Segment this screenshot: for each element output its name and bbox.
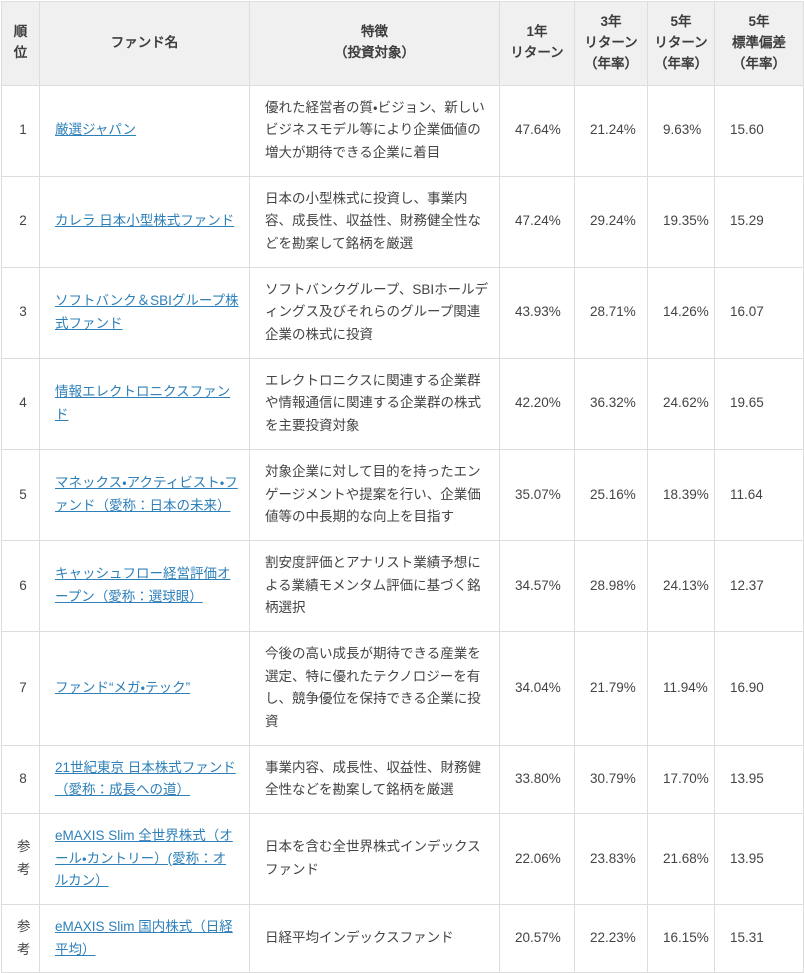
stddev-5y-cell: 13.95	[714, 744, 804, 814]
return-5y-cell: 14.26%	[647, 266, 715, 359]
rank-cell: 5	[1, 448, 40, 541]
feature-cell: 日本の小型株式に投資し、事業内容、成長性、収益性、財務健全性などを勘案して銘柄を…	[249, 175, 500, 268]
return-1y-cell: 34.57%	[499, 539, 575, 632]
table-row: 4 情報エレクトロニクスファンド エレクトロニクスに関連する企業群や情報通信に関…	[1, 357, 804, 450]
return-5y-cell: 24.62%	[647, 357, 715, 450]
col-header-return-3y: 3年 リターン （年率）	[574, 1, 648, 86]
rank-cell: 2	[1, 175, 40, 268]
fund-link[interactable]: キャッシュフロー経営評価オープン（愛称：選球眼）	[55, 566, 231, 604]
fund-link[interactable]: マネックス・アクティビスト・ファンド（愛称：日本の未来）	[55, 475, 238, 513]
return-3y-cell: 36.32%	[574, 357, 648, 450]
rank-cell: 3	[1, 266, 40, 359]
fund-link[interactable]: ファンド“メガ・テック”	[55, 679, 191, 695]
table-row: 参考 eMAXIS Slim 全世界株式（オール・カントリー）(愛称：オルカン）…	[1, 812, 804, 905]
return-3y-cell: 28.71%	[574, 266, 648, 359]
rank-cell: 7	[1, 630, 40, 746]
return-3y-cell: 30.79%	[574, 744, 648, 814]
table-row: 5 マネックス・アクティビスト・ファンド（愛称：日本の未来） 対象企業に対して目…	[1, 448, 804, 541]
feature-cell: ソフトバンクグループ、SBIホールディングス及びそれらのグループ関連企業の株式に…	[249, 266, 500, 359]
stddev-5y-cell: 15.60	[714, 84, 804, 177]
return-5y-cell: 21.68%	[647, 812, 715, 905]
return-1y-cell: 35.07%	[499, 448, 575, 541]
table-row: 6 キャッシュフロー経営評価オープン（愛称：選球眼） 割安度評価とアナリスト業績…	[1, 539, 804, 632]
feature-cell: 割安度評価とアナリスト業績予想による業績モメンタム評価に基づく銘柄選択	[249, 539, 500, 632]
return-5y-cell: 18.39%	[647, 448, 715, 541]
rank-cell: 参考	[1, 812, 40, 905]
feature-cell: 対象企業に対して目的を持ったエンゲージメントや提案を行い、企業価値等の中長期的な…	[249, 448, 500, 541]
feature-cell: 事業内容、成長性、収益性、財務健全性などを勘案して銘柄を厳選	[249, 744, 500, 814]
col-header-fund-name: ファンド名	[39, 1, 250, 86]
fund-link[interactable]: eMAXIS Slim 国内株式（日経平均）	[55, 918, 233, 957]
return-1y-cell: 34.04%	[499, 630, 575, 746]
fund-name-cell: マネックス・アクティビスト・ファンド（愛称：日本の未来）	[39, 448, 250, 541]
return-3y-cell: 29.24%	[574, 175, 648, 268]
rank-cell: 6	[1, 539, 40, 632]
col-header-return-5y: 5年 リターン （年率）	[647, 1, 715, 86]
return-3y-cell: 28.98%	[574, 539, 648, 632]
fund-link[interactable]: 21世紀東京 日本株式ファンド（愛称：成長への道）	[55, 759, 236, 798]
fund-name-cell: 21世紀東京 日本株式ファンド（愛称：成長への道）	[39, 744, 250, 814]
feature-cell: エレクトロニクスに関連する企業群や情報通信に関連する企業群の株式を主要投資対象	[249, 357, 500, 450]
return-1y-cell: 33.80%	[499, 744, 575, 814]
col-header-rank: 順 位	[1, 1, 40, 86]
fund-link[interactable]: 厳選ジャパン	[55, 122, 136, 138]
fund-name-cell: キャッシュフロー経営評価オープン（愛称：選球眼）	[39, 539, 250, 632]
return-1y-cell: 47.24%	[499, 175, 575, 268]
table-row: 7 ファンド“メガ・テック” 今後の高い成長が期待できる産業を選定、特に優れたテ…	[1, 630, 804, 746]
return-5y-cell: 24.13%	[647, 539, 715, 632]
fund-name-cell: 厳選ジャパン	[39, 84, 250, 177]
stddev-5y-cell: 16.90	[714, 630, 804, 746]
col-header-stddev-5y: 5年 標準偏差 （年率）	[714, 1, 804, 86]
feature-cell: 優れた経営者の質・ビジョン、新しいビジネスモデル等により企業価値の増大が期待でき…	[249, 84, 500, 177]
return-5y-cell: 9.63%	[647, 84, 715, 177]
return-3y-cell: 23.83%	[574, 812, 648, 905]
rank-cell: 4	[1, 357, 40, 450]
fund-name-cell: eMAXIS Slim 全世界株式（オール・カントリー）(愛称：オルカン）	[39, 812, 250, 905]
feature-cell: 日本を含む全世界株式インデックスファンド	[249, 812, 500, 905]
fund-name-cell: ソフトバンク＆SBIグループ株式ファンド	[39, 266, 250, 359]
fund-link[interactable]: eMAXIS Slim 全世界株式（オール・カントリー）(愛称：オルカン）	[55, 827, 233, 889]
table-header-row: 順 位 ファンド名 特徴 （投資対象） 1年 リターン 3年 リターン （年率）…	[1, 1, 804, 86]
stddev-5y-cell: 11.64	[714, 448, 804, 541]
col-header-feature: 特徴 （投資対象）	[249, 1, 500, 86]
return-5y-cell: 11.94%	[647, 630, 715, 746]
fund-name-cell: カレラ 日本小型株式ファンド	[39, 175, 250, 268]
stddev-5y-cell: 19.65	[714, 357, 804, 450]
rank-cell: 1	[1, 84, 40, 177]
table-row: 3 ソフトバンク＆SBIグループ株式ファンド ソフトバンクグループ、SBIホール…	[1, 266, 804, 359]
feature-cell: 今後の高い成長が期待できる産業を選定、特に優れたテクノロジーを有し、競争優位を保…	[249, 630, 500, 746]
fund-name-cell: ファンド“メガ・テック”	[39, 630, 250, 746]
return-3y-cell: 21.79%	[574, 630, 648, 746]
return-3y-cell: 21.24%	[574, 84, 648, 177]
stddev-5y-cell: 12.37	[714, 539, 804, 632]
return-1y-cell: 47.64%	[499, 84, 575, 177]
table-row: 2 カレラ 日本小型株式ファンド 日本の小型株式に投資し、事業内容、成長性、収益…	[1, 175, 804, 268]
stddev-5y-cell: 13.95	[714, 812, 804, 905]
return-5y-cell: 17.70%	[647, 744, 715, 814]
return-1y-cell: 43.93%	[499, 266, 575, 359]
table-row: 8 21世紀東京 日本株式ファンド（愛称：成長への道） 事業内容、成長性、収益性…	[1, 744, 804, 814]
fund-name-cell: 情報エレクトロニクスファンド	[39, 357, 250, 450]
stddev-5y-cell: 16.07	[714, 266, 804, 359]
return-5y-cell: 19.35%	[647, 175, 715, 268]
fund-link[interactable]: カレラ 日本小型株式ファンド	[55, 213, 235, 229]
col-header-return-1y: 1年 リターン	[499, 1, 575, 86]
stddev-5y-cell: 15.29	[714, 175, 804, 268]
fund-link[interactable]: 情報エレクトロニクスファンド	[55, 384, 231, 422]
table-row: 1 厳選ジャパン 優れた経営者の質・ビジョン、新しいビジネスモデル等により企業価…	[1, 84, 804, 177]
return-1y-cell: 22.06%	[499, 812, 575, 905]
return-3y-cell: 25.16%	[574, 448, 648, 541]
fund-link[interactable]: ソフトバンク＆SBIグループ株式ファンド	[55, 293, 239, 331]
return-1y-cell: 42.20%	[499, 357, 575, 450]
rank-cell: 8	[1, 744, 40, 814]
